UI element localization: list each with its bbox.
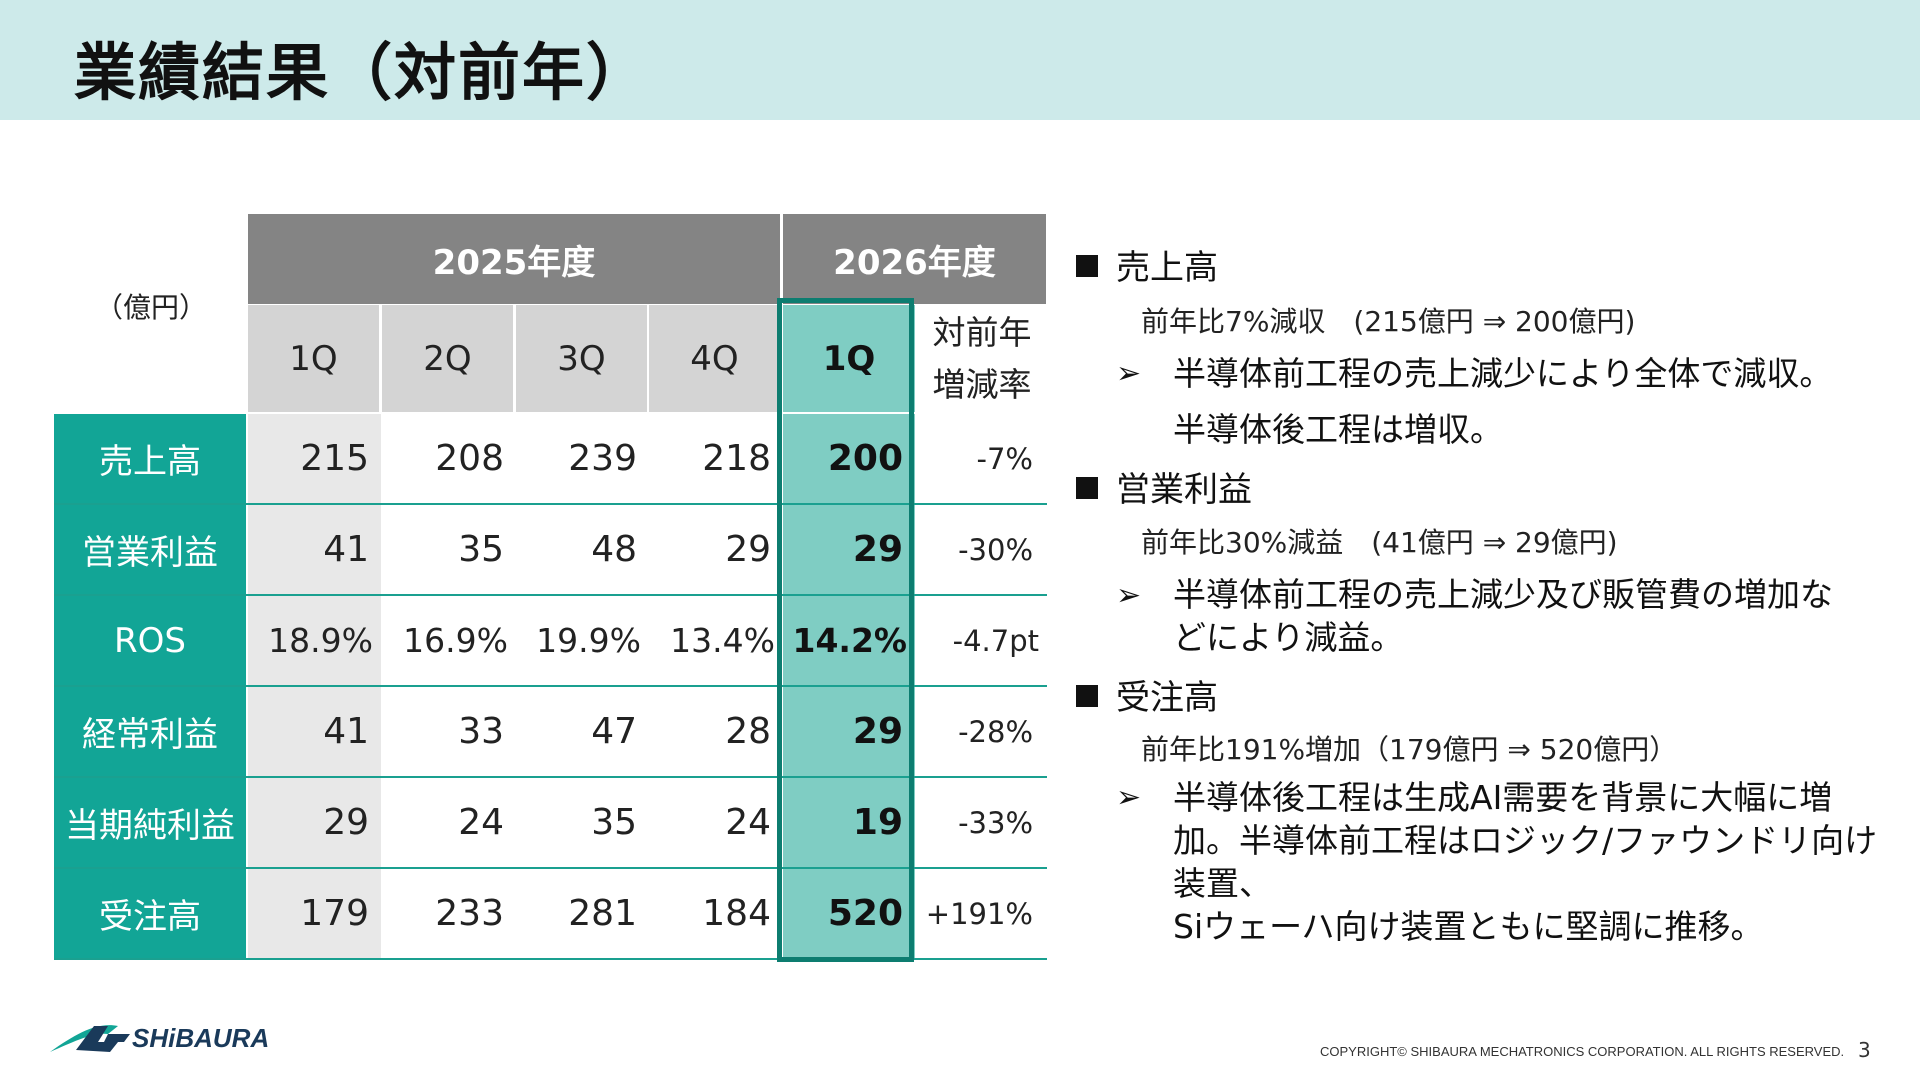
title-bar: 業績結果（対前年）: [0, 0, 1920, 120]
cell-q3: 19.9%: [536, 621, 641, 660]
section-note-sales: 前年比7%減収 (215億円 ⇒ 200億円): [1141, 305, 1636, 338]
cell-q4: 28: [725, 711, 771, 752]
section-heading-orders: 受注高: [1076, 670, 1218, 719]
cell-q2: 208: [435, 438, 504, 479]
cell-q3: 35: [591, 802, 637, 843]
section-heading-operating-profit: 営業利益: [1076, 462, 1252, 511]
cell-q3: 281: [568, 893, 637, 934]
cell-q1: 179: [248, 869, 381, 958]
row-label: 営業利益: [54, 505, 246, 594]
cell-q1: 29: [248, 778, 381, 867]
cell-q3: 239: [568, 438, 637, 479]
yoy-header-line1: 対前年: [932, 312, 1032, 352]
table-row-sales: 売上高 215 208 239 218 200 -7%: [54, 414, 1047, 505]
cell-yoy: -33%: [958, 805, 1033, 840]
table-row-net-income: 当期純利益 29 24 35 24 19 -33%: [54, 778, 1047, 869]
table-row-ordinary-profit: 経常利益 41 33 47 28 29 -28%: [54, 687, 1047, 778]
table-row-orders: 受注高 179 233 281 184 520 +191%: [54, 869, 1047, 960]
cell-current: 14.2%: [783, 596, 915, 685]
cell-q3: 47: [591, 711, 637, 752]
page-title: 業績結果（対前年）: [74, 36, 651, 109]
row-label: ROS: [54, 596, 246, 685]
row-label: 当期純利益: [54, 778, 246, 867]
cell-q2: 24: [458, 802, 504, 843]
unit-label: （億円）: [95, 291, 208, 324]
row-label: 売上高: [54, 414, 246, 503]
square-bullet-icon: [1076, 255, 1098, 277]
cell-q4: 24: [725, 802, 771, 843]
yoy-header: 対前年 増減率: [918, 305, 1046, 412]
cell-yoy: -28%: [958, 714, 1033, 749]
cell-q4: 218: [702, 438, 771, 479]
cell-current: 29: [783, 505, 915, 594]
cell-current: 200: [783, 414, 915, 503]
cell-q2: 16.9%: [403, 621, 508, 660]
cell-q1: 41: [248, 505, 381, 594]
cell-q1: 215: [248, 414, 381, 503]
cell-q2: 35: [458, 529, 504, 570]
cell-current: 29: [783, 687, 915, 776]
shibaura-logo: SHiBAURA: [50, 1023, 268, 1053]
cell-q3: 48: [591, 529, 637, 570]
table-row-ros: ROS 18.9% 16.9% 19.9% 13.4% 14.2% -4.7pt: [54, 596, 1047, 687]
quarter-header-1q: 1Q: [248, 305, 379, 412]
svg-text:SHiBAURA: SHiBAURA: [132, 1023, 268, 1053]
table-row-operating-profit: 営業利益 41 35 48 29 29 -30%: [54, 505, 1047, 596]
fy2026-header: 2026年度: [783, 214, 1046, 304]
cell-q4: 184: [702, 893, 771, 934]
fy2025-header: 2025年度: [248, 214, 780, 304]
arrow-bullet-icon: ➢: [1116, 578, 1142, 613]
cell-yoy: -4.7pt: [952, 623, 1039, 658]
cell-q1: 18.9%: [248, 596, 381, 685]
cell-current: 520: [783, 869, 915, 958]
section-note-orders: 前年比191%増加（179億円 ⇒ 520億円）: [1141, 733, 1678, 766]
section-text-sales: 半導体前工程の売上減少により全体で減収。 半導体後工程は増収。: [1173, 354, 1833, 449]
cell-q2: 233: [435, 893, 504, 934]
current-quarter-header: 1Q: [783, 305, 915, 412]
section-text-operating-profit: 半導体前工程の売上減少及び販管費の増加な どにより減益。: [1173, 575, 1833, 657]
square-bullet-icon: [1076, 477, 1098, 499]
row-label: 受注高: [54, 869, 246, 958]
cell-q1: 41: [248, 687, 381, 776]
section-text-orders: 半導体後工程は生成AI需要を背景に大幅に増 加。半導体前工程はロジック/ファウン…: [1173, 778, 1878, 946]
quarter-header-3q: 3Q: [516, 305, 647, 412]
cell-q4: 29: [725, 529, 771, 570]
cell-q2: 33: [458, 711, 504, 752]
cell-q4: 13.4%: [670, 621, 775, 660]
quarter-header-4q: 4Q: [649, 305, 780, 412]
section-note-operating-profit: 前年比30%減益 (41億円 ⇒ 29億円): [1141, 526, 1618, 559]
cell-current: 19: [783, 778, 915, 867]
row-label: 経常利益: [54, 687, 246, 776]
results-table: 売上高 215 208 239 218 200 -7% 営業利益 41 35 4…: [54, 414, 1047, 960]
arrow-bullet-icon: ➢: [1116, 780, 1142, 815]
page-number: 3: [1858, 1038, 1871, 1062]
yoy-header-line2: 増減率: [932, 364, 1032, 404]
copyright: COPYRIGHT© SHIBAURA MECHATRONICS CORPORA…: [1320, 1044, 1845, 1059]
quarter-header-2q: 2Q: [382, 305, 513, 412]
square-bullet-icon: [1076, 685, 1098, 707]
arrow-bullet-icon: ➢: [1116, 356, 1142, 391]
cell-yoy: -30%: [958, 532, 1033, 567]
section-heading-sales: 売上高: [1076, 240, 1218, 289]
cell-yoy: -7%: [976, 441, 1033, 476]
cell-yoy: +191%: [925, 896, 1033, 931]
